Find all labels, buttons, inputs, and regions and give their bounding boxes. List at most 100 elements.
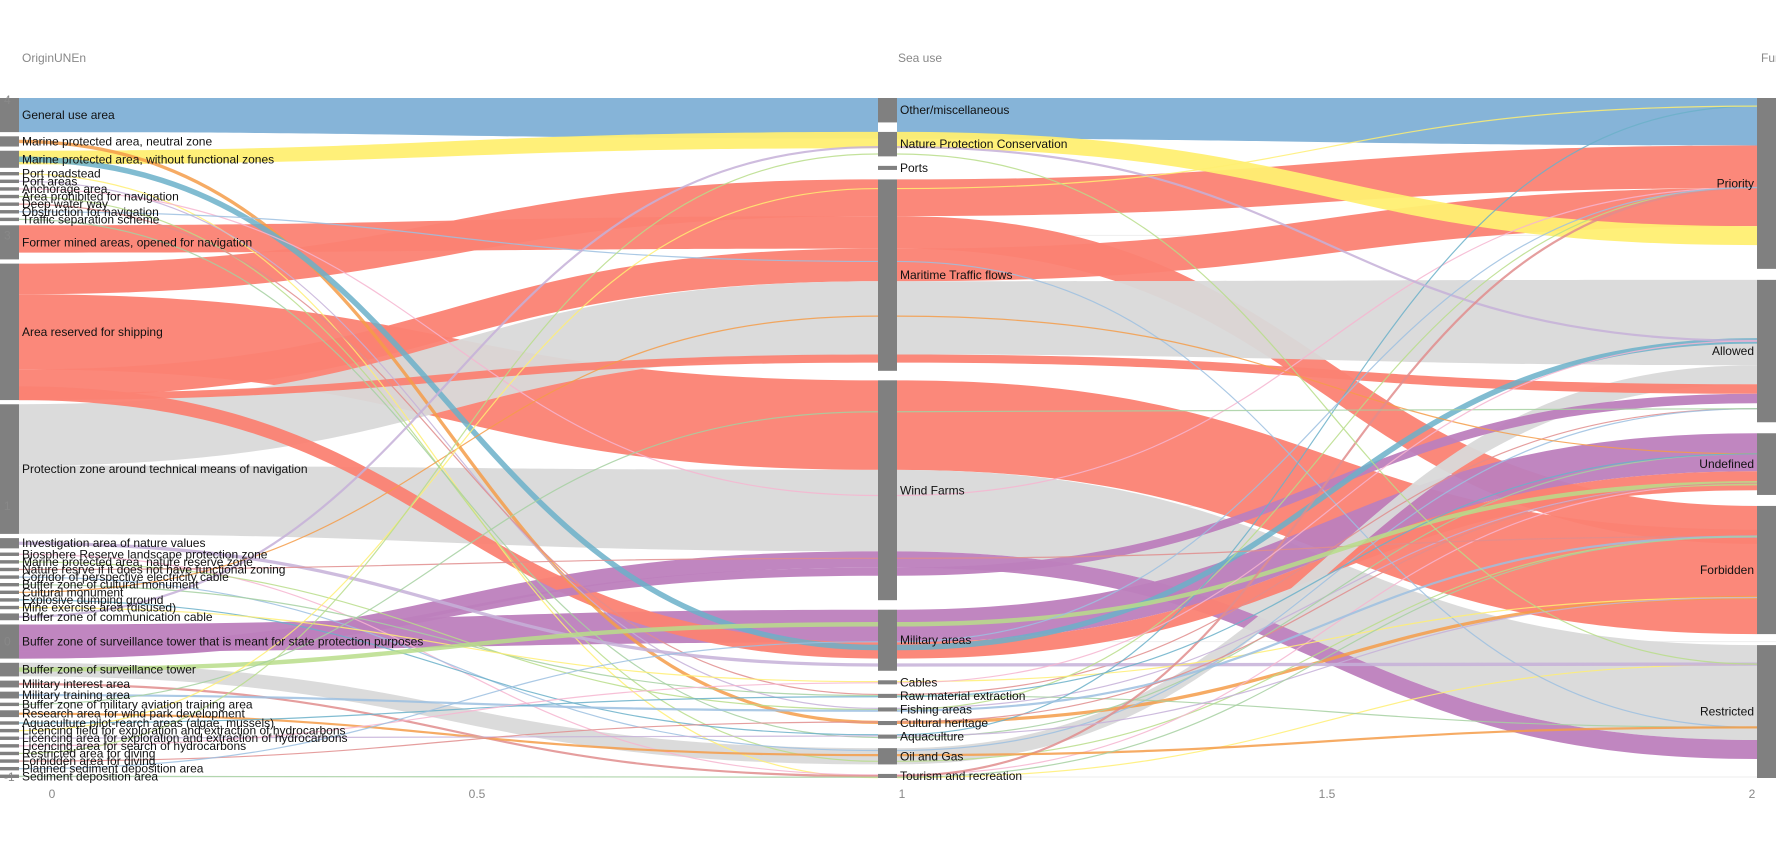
flow-7-segment-1 xyxy=(897,433,1757,643)
flow-6[interactable] xyxy=(19,465,1757,741)
node-0-9[interactable] xyxy=(0,217,19,222)
flow-2-segment-0 xyxy=(19,216,878,253)
node-label-1-1: Nature Protection Conservation xyxy=(900,137,1067,151)
node-0-19[interactable] xyxy=(0,590,19,595)
node-0-13[interactable] xyxy=(0,538,19,549)
node-0-23[interactable] xyxy=(0,624,19,659)
flow-2[interactable] xyxy=(19,216,1757,544)
node-2-0[interactable] xyxy=(1757,98,1776,269)
node-label-0-25: Military interest area xyxy=(22,677,130,691)
node-1-5[interactable] xyxy=(878,609,897,671)
node-0-31[interactable] xyxy=(0,736,19,740)
node-label-0-26: Military training area xyxy=(22,688,130,702)
node-0-35[interactable] xyxy=(0,766,19,771)
flow-0-segment-0 xyxy=(19,98,878,139)
node-0-1[interactable] xyxy=(0,136,19,147)
flow-13[interactable] xyxy=(19,393,1757,659)
flow-4[interactable] xyxy=(19,188,1757,397)
flow-0[interactable] xyxy=(19,98,1757,146)
flow-9-segment-0 xyxy=(19,386,878,659)
node-0-20[interactable] xyxy=(0,598,19,602)
node-1-6[interactable] xyxy=(878,680,897,685)
node-0-12[interactable] xyxy=(0,404,19,534)
node-0-29[interactable] xyxy=(0,721,19,725)
thin-link-9 xyxy=(18,218,1758,739)
thin-link-15 xyxy=(18,186,1758,711)
node-label-0-27: Buffer zone of military aviation trainin… xyxy=(22,697,253,711)
node-0-3[interactable] xyxy=(0,172,19,176)
node-1-10[interactable] xyxy=(878,734,897,739)
node-label-0-7: Deep water way xyxy=(22,197,108,211)
y-tick-label-2: 1 xyxy=(4,499,11,513)
flow-2-segment-1 xyxy=(897,216,1757,544)
node-0-10[interactable] xyxy=(0,225,19,260)
node-0-24[interactable] xyxy=(0,662,19,677)
node-1-0[interactable] xyxy=(878,98,897,123)
node-label-1-2: Ports xyxy=(900,161,928,175)
node-0-0[interactable] xyxy=(0,98,19,133)
node-0-32[interactable] xyxy=(0,744,19,748)
y-tick-label-4: 4 xyxy=(4,93,11,107)
node-1-2[interactable] xyxy=(878,165,897,170)
thin-link-20 xyxy=(18,105,1758,736)
node-0-18[interactable] xyxy=(0,582,19,587)
node-0-25[interactable] xyxy=(0,680,19,688)
node-1-11[interactable] xyxy=(878,748,897,765)
node-0-26[interactable] xyxy=(0,691,19,699)
node-0-33[interactable] xyxy=(0,751,19,756)
flow-8-segment-1 xyxy=(897,551,1757,760)
node-label-0-6: Area prohibited for navigation xyxy=(22,190,179,204)
node-label-0-15: Marine protected area, nature reserve zo… xyxy=(22,555,253,569)
thin-link-18 xyxy=(18,584,1758,728)
node-label-2-4: Restricted xyxy=(1700,705,1754,719)
y-tick-label-3: 3 xyxy=(4,228,11,242)
node-0-5[interactable] xyxy=(0,187,19,191)
axis-ticks: 0 0.5 1 1.5 2 -1 0 1 3 4 xyxy=(4,93,1756,801)
node-0-21[interactable] xyxy=(0,605,19,610)
node-label-2-0: Priority xyxy=(1717,176,1754,190)
y-tick-label-0: -1 xyxy=(4,770,15,784)
node-1-7[interactable] xyxy=(878,693,897,698)
x-tick-label-2: 1 xyxy=(899,787,906,801)
flow-6-segment-0 xyxy=(19,465,878,552)
node-0-7[interactable] xyxy=(0,202,19,206)
node-0-17[interactable] xyxy=(0,575,19,579)
dimension-title-0: OriginUNEn xyxy=(22,51,86,65)
flow-10[interactable] xyxy=(19,131,1757,246)
node-2-2[interactable] xyxy=(1757,433,1776,495)
node-0-28[interactable] xyxy=(0,710,19,718)
node-0-14[interactable] xyxy=(0,552,19,556)
flow-12-segment-1 xyxy=(897,354,1757,394)
node-1-1[interactable] xyxy=(878,131,897,157)
node-1-8[interactable] xyxy=(878,707,897,712)
node-0-6[interactable] xyxy=(0,194,19,199)
node-0-22[interactable] xyxy=(0,613,19,621)
category-labels: General use area Marine protected area, n… xyxy=(22,103,1754,783)
flow-11[interactable] xyxy=(19,365,1757,765)
node-label-0-11: Area reserved for shipping xyxy=(22,325,163,339)
node-1-4[interactable] xyxy=(878,380,897,601)
node-1-9[interactable] xyxy=(878,720,897,726)
thin-link-14 xyxy=(18,482,1758,776)
node-label-0-8: Obstruction for navigation xyxy=(22,205,159,219)
node-0-34[interactable] xyxy=(0,759,19,763)
node-0-16[interactable] xyxy=(0,567,19,572)
node-0-8[interactable] xyxy=(0,210,19,214)
node-0-4[interactable] xyxy=(0,179,19,184)
node-0-15[interactable] xyxy=(0,560,19,564)
node-2-1[interactable] xyxy=(1757,279,1776,423)
node-0-36[interactable] xyxy=(0,774,19,778)
flow-6-segment-1 xyxy=(897,469,1757,741)
node-0-27[interactable] xyxy=(0,702,19,707)
node-0-11[interactable] xyxy=(0,263,19,401)
node-2-3[interactable] xyxy=(1757,505,1776,635)
node-label-0-29: Aquaculture pilot-rearch areas (algae, m… xyxy=(22,716,274,730)
node-1-12[interactable] xyxy=(878,773,897,778)
flow-12[interactable] xyxy=(19,354,1757,401)
node-0-30[interactable] xyxy=(0,728,19,733)
node-1-3[interactable] xyxy=(878,179,897,371)
node-label-0-13: Investigation area of nature values xyxy=(22,536,205,550)
node-label-0-1: Marine protected area, neutral zone xyxy=(22,134,212,148)
node-0-2[interactable] xyxy=(0,150,19,168)
node-2-4[interactable] xyxy=(1757,645,1776,778)
